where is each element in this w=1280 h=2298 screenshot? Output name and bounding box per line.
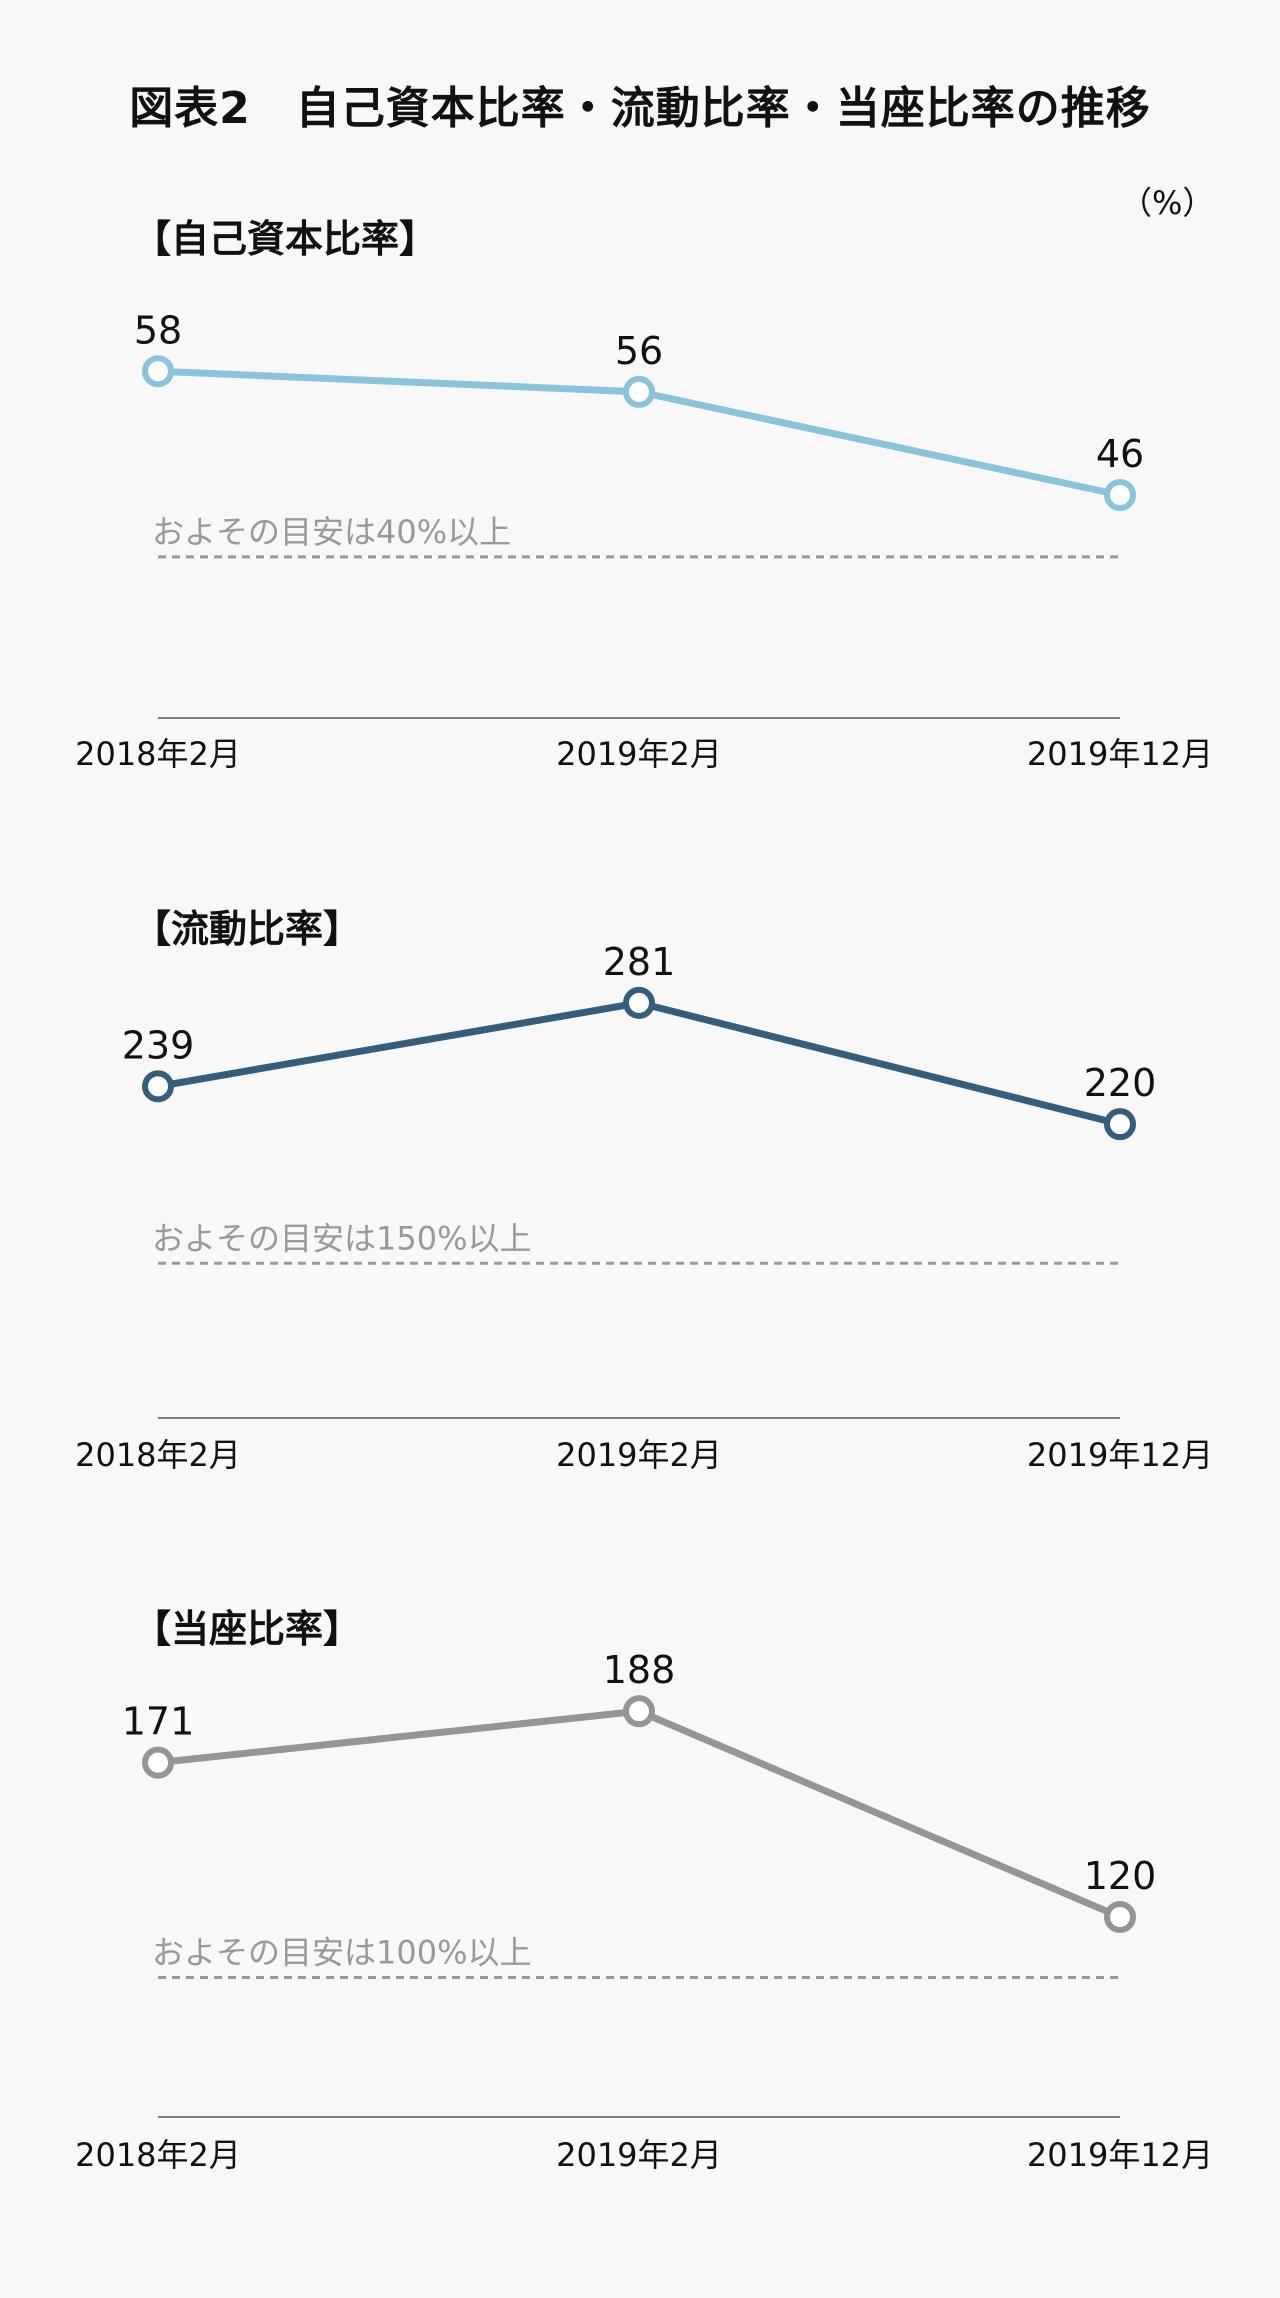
x-tick-label: 2019年2月: [556, 2136, 722, 2174]
data-point: [623, 986, 655, 1019]
reference-label: およその目安は150%以上: [152, 1219, 532, 1257]
x-tick-label: 2019年12月: [1027, 735, 1213, 773]
data-label: 220: [1084, 1061, 1157, 1105]
data-point: [1104, 1900, 1136, 1933]
chart-title: 【自己資本比率】: [133, 217, 437, 261]
data-point: [623, 375, 655, 408]
data-label: 171: [122, 1700, 195, 1744]
series-line: [157, 999, 1121, 1128]
x-tick-label: 2019年2月: [556, 1436, 722, 1474]
x-tick-label: 2019年12月: [1027, 1436, 1213, 1474]
data-point: [142, 1746, 174, 1779]
reference-label: およその目安は40%以上: [152, 513, 511, 551]
data-label: 239: [122, 1023, 195, 1067]
unit-label: （%）: [1120, 184, 1215, 222]
data-point: [142, 355, 174, 388]
x-tick-label: 2018年2月: [75, 1436, 241, 1474]
data-label: 120: [1084, 1854, 1157, 1898]
chart-title: 【当座比率】: [133, 1607, 361, 1651]
data-label: 58: [134, 308, 182, 352]
data-label: 46: [1096, 432, 1144, 476]
chart-title: 【流動比率】: [133, 907, 361, 951]
series-line: [157, 1707, 1122, 1921]
data-label: 56: [615, 329, 663, 373]
x-tick-label: 2019年2月: [556, 735, 722, 773]
data-point: [1104, 479, 1136, 511]
page-title: 図表2 自己資本比率・流動比率・当座比率の推移: [129, 83, 1151, 134]
data-point: [623, 1695, 655, 1728]
x-tick-label: 2018年2月: [75, 735, 241, 773]
data-label: 281: [603, 940, 676, 984]
reference-label: およその目安は100%以上: [152, 1933, 532, 1971]
x-tick-label: 2019年12月: [1027, 2136, 1213, 2174]
data-point: [1104, 1108, 1136, 1141]
data-label: 188: [603, 1648, 676, 1692]
data-point: [142, 1070, 174, 1103]
x-tick-label: 2018年2月: [75, 2136, 241, 2174]
